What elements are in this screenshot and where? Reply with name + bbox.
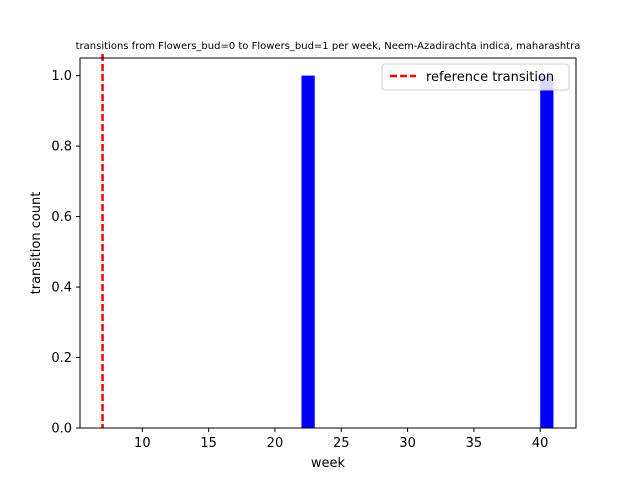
bar-week-40 [540, 75, 554, 428]
bars-group [301, 75, 554, 428]
y-axis-ticks: 0.0 0.2 0.4 0.6 0.8 1.0 [51, 69, 80, 437]
x-tick-label-35: 35 [466, 436, 483, 451]
x-tick-label-40: 40 [532, 436, 549, 451]
x-tick-label-30: 30 [399, 436, 416, 451]
legend-box [381, 63, 570, 91]
x-axis-ticks: 10 15 20 25 30 35 40 [134, 428, 548, 451]
y-tick-label-0: 0.0 [51, 422, 72, 437]
bar-week-22 [301, 75, 315, 428]
x-axis-label: week [311, 456, 346, 471]
chart-title: transitions from Flowers_bud=0 to Flower… [76, 41, 581, 52]
y-tick-label-1: 0.2 [51, 351, 72, 366]
plot-frame [79, 57, 577, 429]
y-tick-label-3: 0.6 [51, 210, 72, 225]
x-tick-label-20: 20 [267, 436, 284, 451]
legend: reference transition [381, 63, 570, 91]
y-tick-label-2: 0.4 [51, 281, 72, 296]
x-tick-label-15: 15 [200, 436, 217, 451]
legend-label-reference-transition: reference transition [426, 70, 554, 85]
y-tick-label-5: 1.0 [51, 69, 72, 84]
x-tick-label-10: 10 [134, 436, 151, 451]
y-axis-label: transition count [29, 192, 44, 295]
y-tick-label-4: 0.8 [51, 140, 72, 155]
x-tick-label-25: 25 [333, 436, 350, 451]
